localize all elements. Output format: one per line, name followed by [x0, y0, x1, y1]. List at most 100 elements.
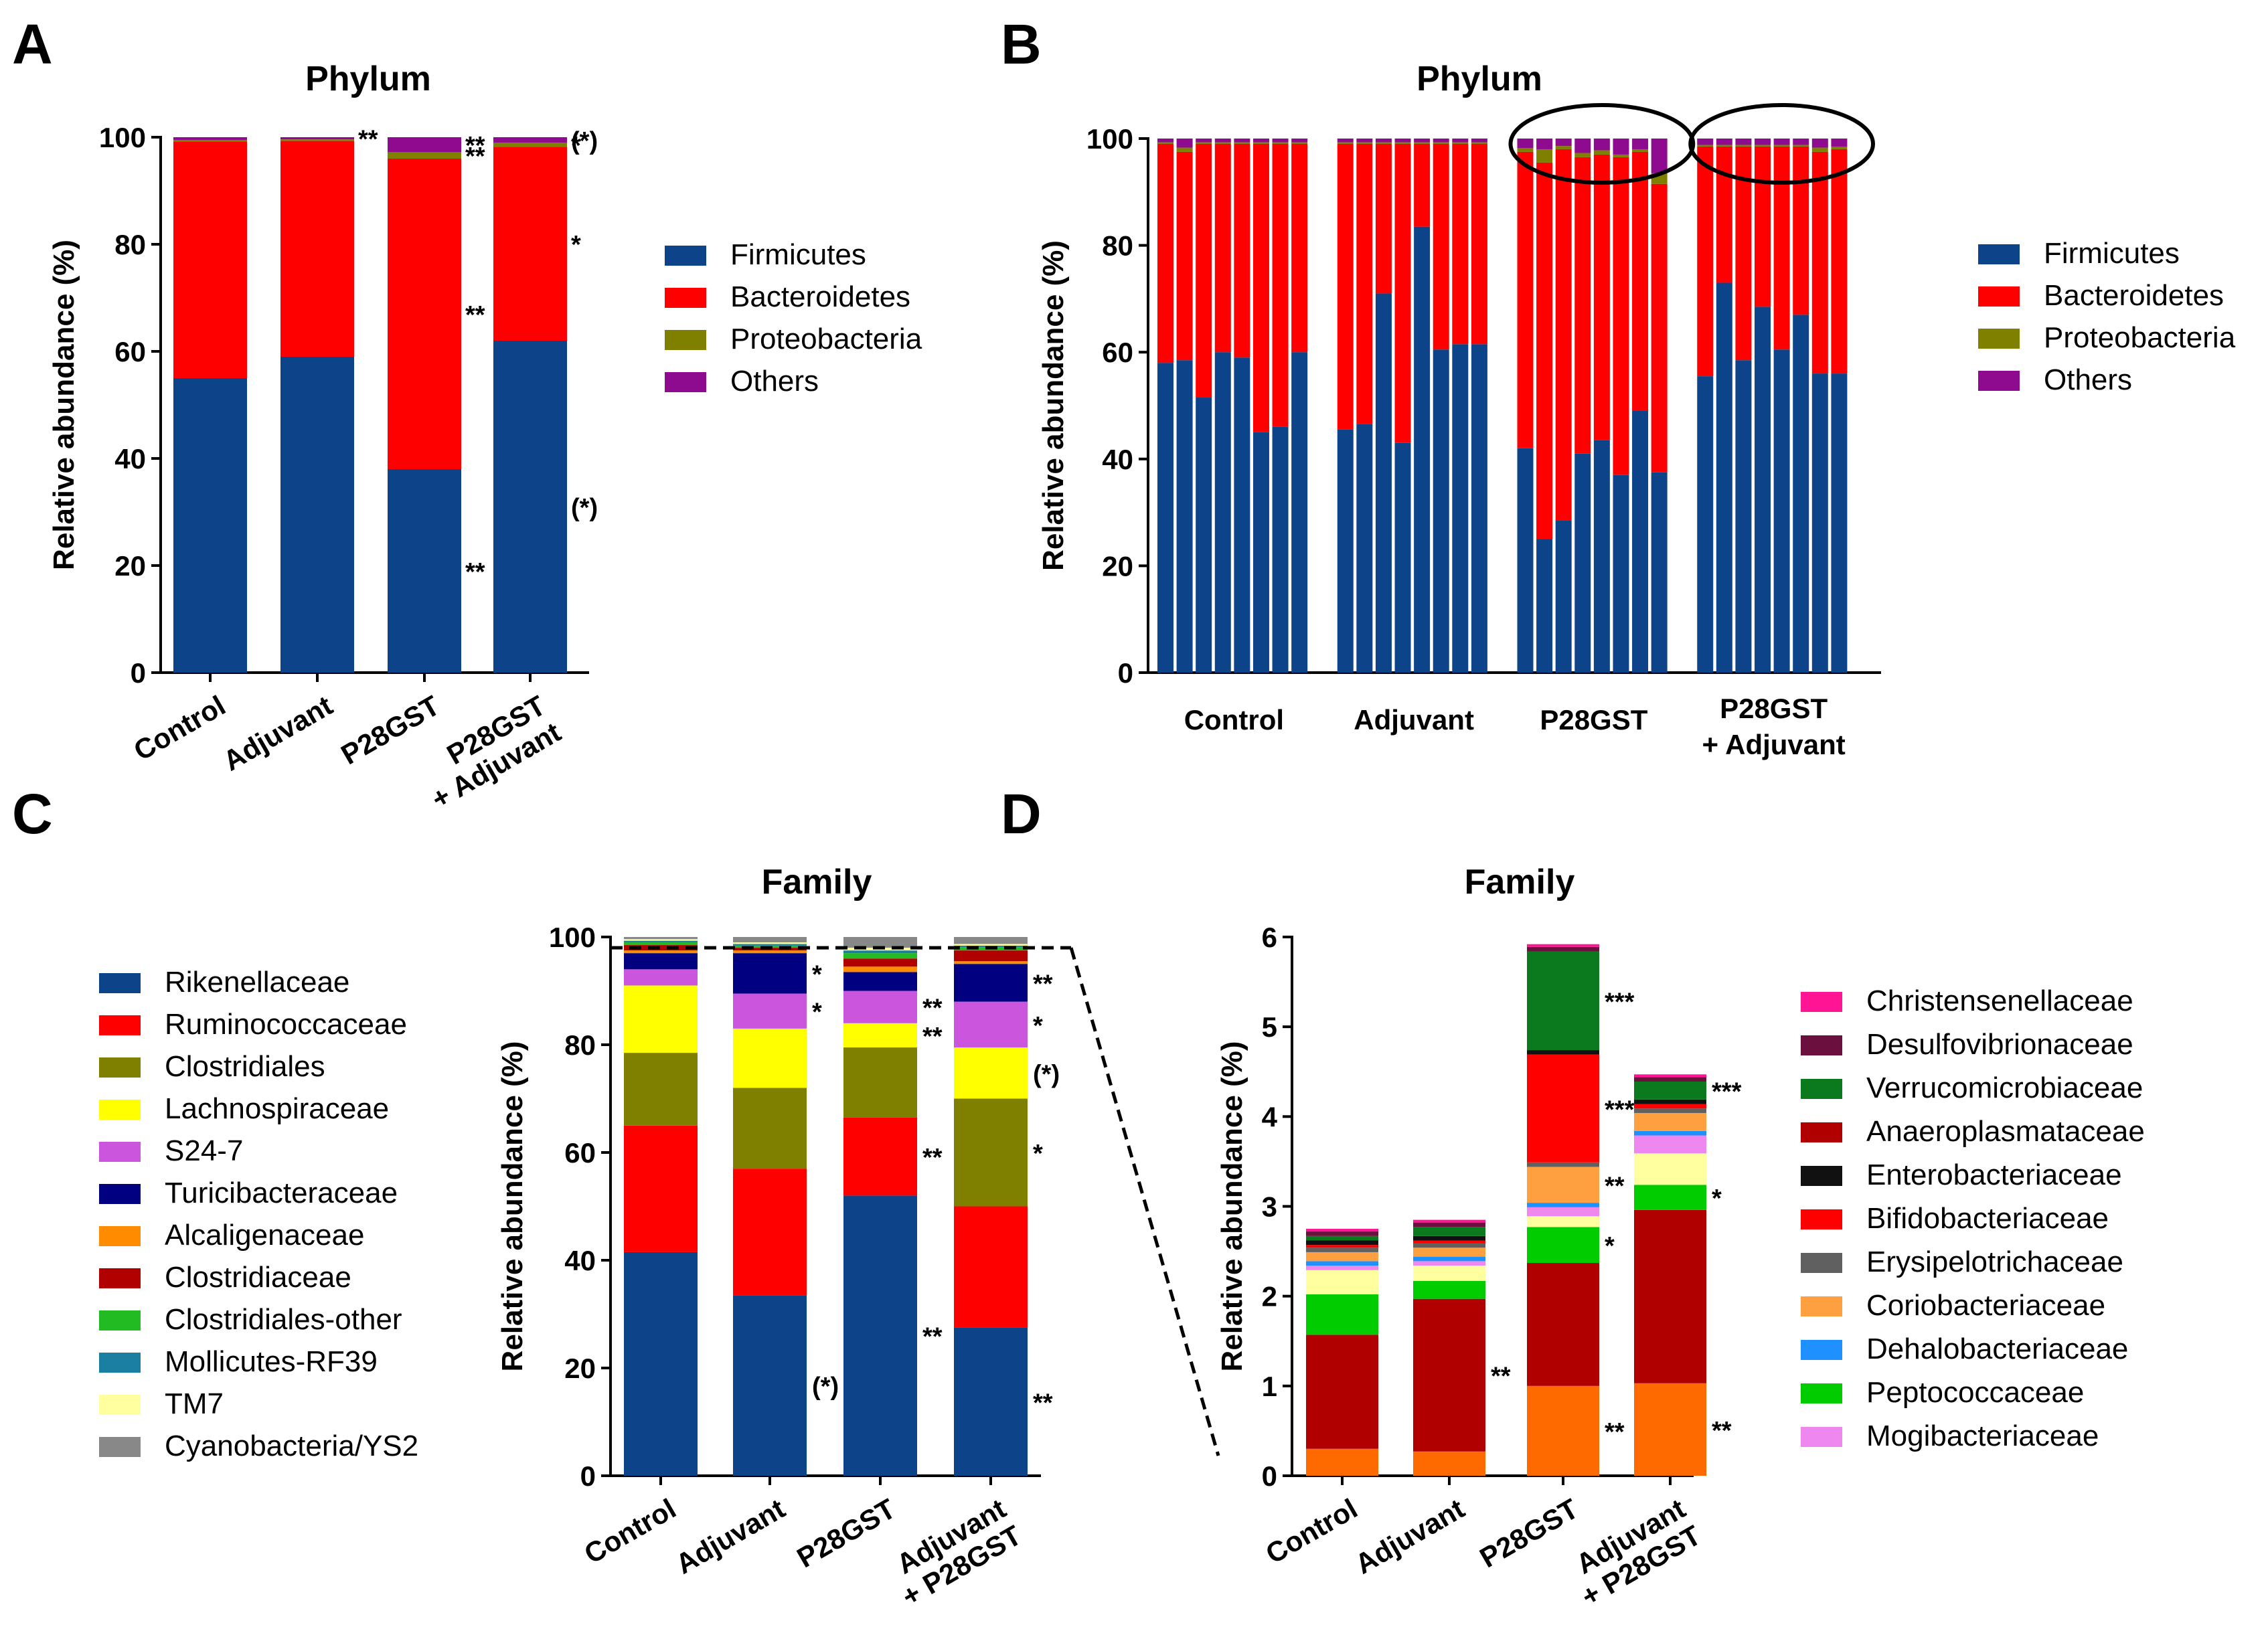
panel-d-legend-label-christensenellaceae: Christensenellaceae: [1866, 985, 2133, 1017]
panel-b-bar-bacteroidetes: [1632, 151, 1649, 411]
panel-d-category-line: Adjuvant: [1350, 1492, 1469, 1580]
panel-b-bar-others: [1176, 139, 1193, 148]
panel-b-bar-proteobacteria: [1793, 145, 1809, 147]
panel-a-category-line: Adjuvant: [218, 689, 337, 777]
panel-b-bar-proteobacteria: [1773, 145, 1790, 147]
panel-d-legend-swatch-christensenellaceae: [1801, 992, 1842, 1012]
panel-b-bar-others: [1157, 139, 1173, 143]
panel-b-bar-proteobacteria: [1452, 142, 1469, 144]
panel-c-bar-lachnospiraceae-3: [843, 1023, 917, 1048]
panel-c-title: Family: [762, 863, 872, 902]
panel-a-y-tick-label: 80: [114, 229, 146, 260]
panel-b-bar-proteobacteria: [1356, 142, 1373, 144]
panel-c-y-axis-label: Relative abundance (%): [496, 1041, 529, 1372]
panel-b-bar-bacteroidetes: [1613, 157, 1629, 475]
panel-d-bar-christensenellaceae-1: [1306, 1229, 1378, 1232]
panel-c-bar-cyanobacteria-ys2-4: [954, 937, 1028, 944]
panel-d-legend-label-verrucomicrobiaceae: Verrucomicrobiaceae: [1866, 1072, 2143, 1104]
panel-b-bar-bacteroidetes: [1337, 143, 1354, 430]
panel-b-bar-proteobacteria: [1831, 146, 1848, 149]
panel-b-bar-bacteroidetes: [1793, 146, 1809, 315]
panel-a-y-tick-label: 20: [114, 550, 146, 582]
panel-b-bar-bacteroidetes: [1555, 149, 1572, 521]
panel-a-legend-swatch-others: [665, 372, 706, 392]
panel-c-significance-mark: *: [812, 999, 822, 1027]
panel-b-group-line: Control: [1184, 704, 1284, 736]
panel-b-group-line: P28GST: [1540, 704, 1647, 736]
panel-c-legend: Rikenellaceae Ruminococcaceae Clostridiale…: [99, 966, 418, 1462]
panel-b-bar-firmicutes: [1555, 520, 1572, 673]
panel-c-bar-clostridiales-2: [733, 1088, 807, 1169]
panel-b-bar-others: [1632, 139, 1649, 149]
panel-d-bar-anaeroplasmataceae-4: [1634, 1209, 1706, 1383]
panel-b-bar-firmicutes: [1471, 344, 1487, 673]
panel-a-category-label: Adjuvant: [218, 689, 337, 777]
panel-d-bar-coriobacteriaceae-1: [1306, 1252, 1378, 1262]
panel-d-bar-desulfovibrionaceae-3: [1527, 946, 1599, 952]
panel-d-bar-yellow-3: [1527, 1216, 1599, 1227]
panel-d-legend-label-mogibacteriaceae: Mogibacteriaceae: [1866, 1420, 2099, 1452]
panel-d-legend-swatch-verrucomicrobiaceae: [1801, 1079, 1842, 1099]
panel-c-bar-rikenellaceae-2: [733, 1295, 807, 1476]
panel-c-bar-ruminococcaceae-2: [733, 1169, 807, 1296]
panel-c-bar-turicibacteraceae-1: [624, 953, 698, 970]
panel-b-bar-proteobacteria: [1214, 142, 1231, 144]
panel-d-bar-anaeroplasmataceae-3: [1527, 1263, 1599, 1386]
panel-a-bar-bacteroidetes-1: [173, 141, 247, 378]
panel-a-category-label: P28GST: [336, 689, 445, 770]
panel-b-bar-others: [1394, 139, 1411, 143]
panel-c-significance-mark: *: [812, 960, 822, 989]
panel-b-legend-label-proteobacteria: Proteobacteria: [2044, 321, 2236, 354]
panel-d-significance-mark: ***: [1605, 988, 1635, 1016]
panel-c-legend-swatch-turicibacteraceae: [99, 1184, 141, 1204]
panel-b-bar-firmicutes: [1414, 226, 1431, 673]
panel-c-legend-label-s24-7: S24-7: [165, 1134, 243, 1167]
panel-d-bar-dehalobacteriaceae-3: [1527, 1203, 1599, 1207]
panel-b-bar-firmicutes: [1176, 360, 1193, 673]
panel-b-bar-bacteroidetes: [1471, 143, 1487, 345]
panel-d-legend-swatch-desulfovibrionaceae: [1801, 1035, 1842, 1055]
panel-a-bar-others-4: [493, 137, 567, 143]
panel-c-category-label: Adjuvant: [670, 1492, 790, 1580]
panel-c-bar-turicibacteraceae-4: [954, 964, 1028, 1002]
panel-d-bar-erysipelotrichaceae-2: [1413, 1243, 1485, 1248]
panel-d-bar-coriobacteriaceae-4: [1634, 1112, 1706, 1131]
panel-b-plot: 0 20 40 60 80 100 Relative abundance (%) Contro…: [1037, 102, 1881, 760]
panel-a-bar-others-3: [388, 137, 461, 153]
panel-b-bar-firmicutes: [1196, 398, 1212, 673]
panel-c-legend-label-clostridiaceae: Clostridiaceae: [165, 1261, 351, 1294]
panel-d-legend-label-coriobacteriaceae: Coriobacteriaceae: [1866, 1289, 2105, 1322]
panel-a-legend-label-others: Others: [730, 365, 819, 398]
panel-b-bar-proteobacteria: [1234, 142, 1250, 144]
panel-b-bar-proteobacteria: [1375, 142, 1392, 144]
panel-d-bar-erysipelotrichaceae-4: [1634, 1108, 1706, 1113]
panel-b-bar-others: [1433, 139, 1449, 143]
panel-d-bar-christensenellaceae-3: [1527, 944, 1599, 947]
panel-d-title: Family: [1465, 863, 1575, 902]
panel-c-legend-swatch-clostridiales: [99, 1057, 141, 1078]
panel-b-bar-others: [1452, 139, 1469, 143]
panel-d-bar-mogibacteriaceae-1: [1306, 1266, 1378, 1270]
panel-b-bar-others: [1375, 139, 1392, 143]
panel-d-category-label: Adjuvant+ P28GST: [1560, 1492, 1706, 1612]
panel-d-legend-label-peptococcaceae: Peptococcaceae: [1866, 1376, 2084, 1409]
panel-c-bar-cyanobacteria-ys2-1: [624, 937, 698, 940]
panel-d-y-tick-label: 3: [1262, 1191, 1277, 1223]
panel-d-y-tick-label: 0: [1262, 1460, 1277, 1492]
panel-d-significance-mark: *: [1712, 1185, 1722, 1213]
panel-a-significance-mark: *: [571, 132, 581, 160]
panel-a-legend: Firmicutes Bacteroidetes Proteobacteria Oth…: [665, 238, 922, 398]
panel-b-bar-firmicutes: [1375, 293, 1392, 673]
panel-d-bar-mogibacteriaceae-3: [1527, 1207, 1599, 1217]
panel-a-significance-mark: **: [465, 143, 485, 171]
panel-d-significance-mark: ***: [1605, 1096, 1635, 1124]
panel-d-bar-christensenellaceae-2: [1413, 1219, 1485, 1223]
panel-c-bar-ruminococcaceae-1: [624, 1125, 698, 1252]
panel-d-legend-swatch-anaeroplasmataceae: [1801, 1122, 1842, 1142]
panel-c-bar-clostridiales-other-1: [624, 942, 698, 946]
panel-a-significance-mark: *: [571, 231, 581, 259]
panel-b-bar-others: [1555, 139, 1572, 147]
panel-b-legend-label-others: Others: [2044, 363, 2132, 396]
panel-c-category-label: Control: [579, 1492, 681, 1569]
panel-b-bar-firmicutes: [1214, 352, 1231, 673]
